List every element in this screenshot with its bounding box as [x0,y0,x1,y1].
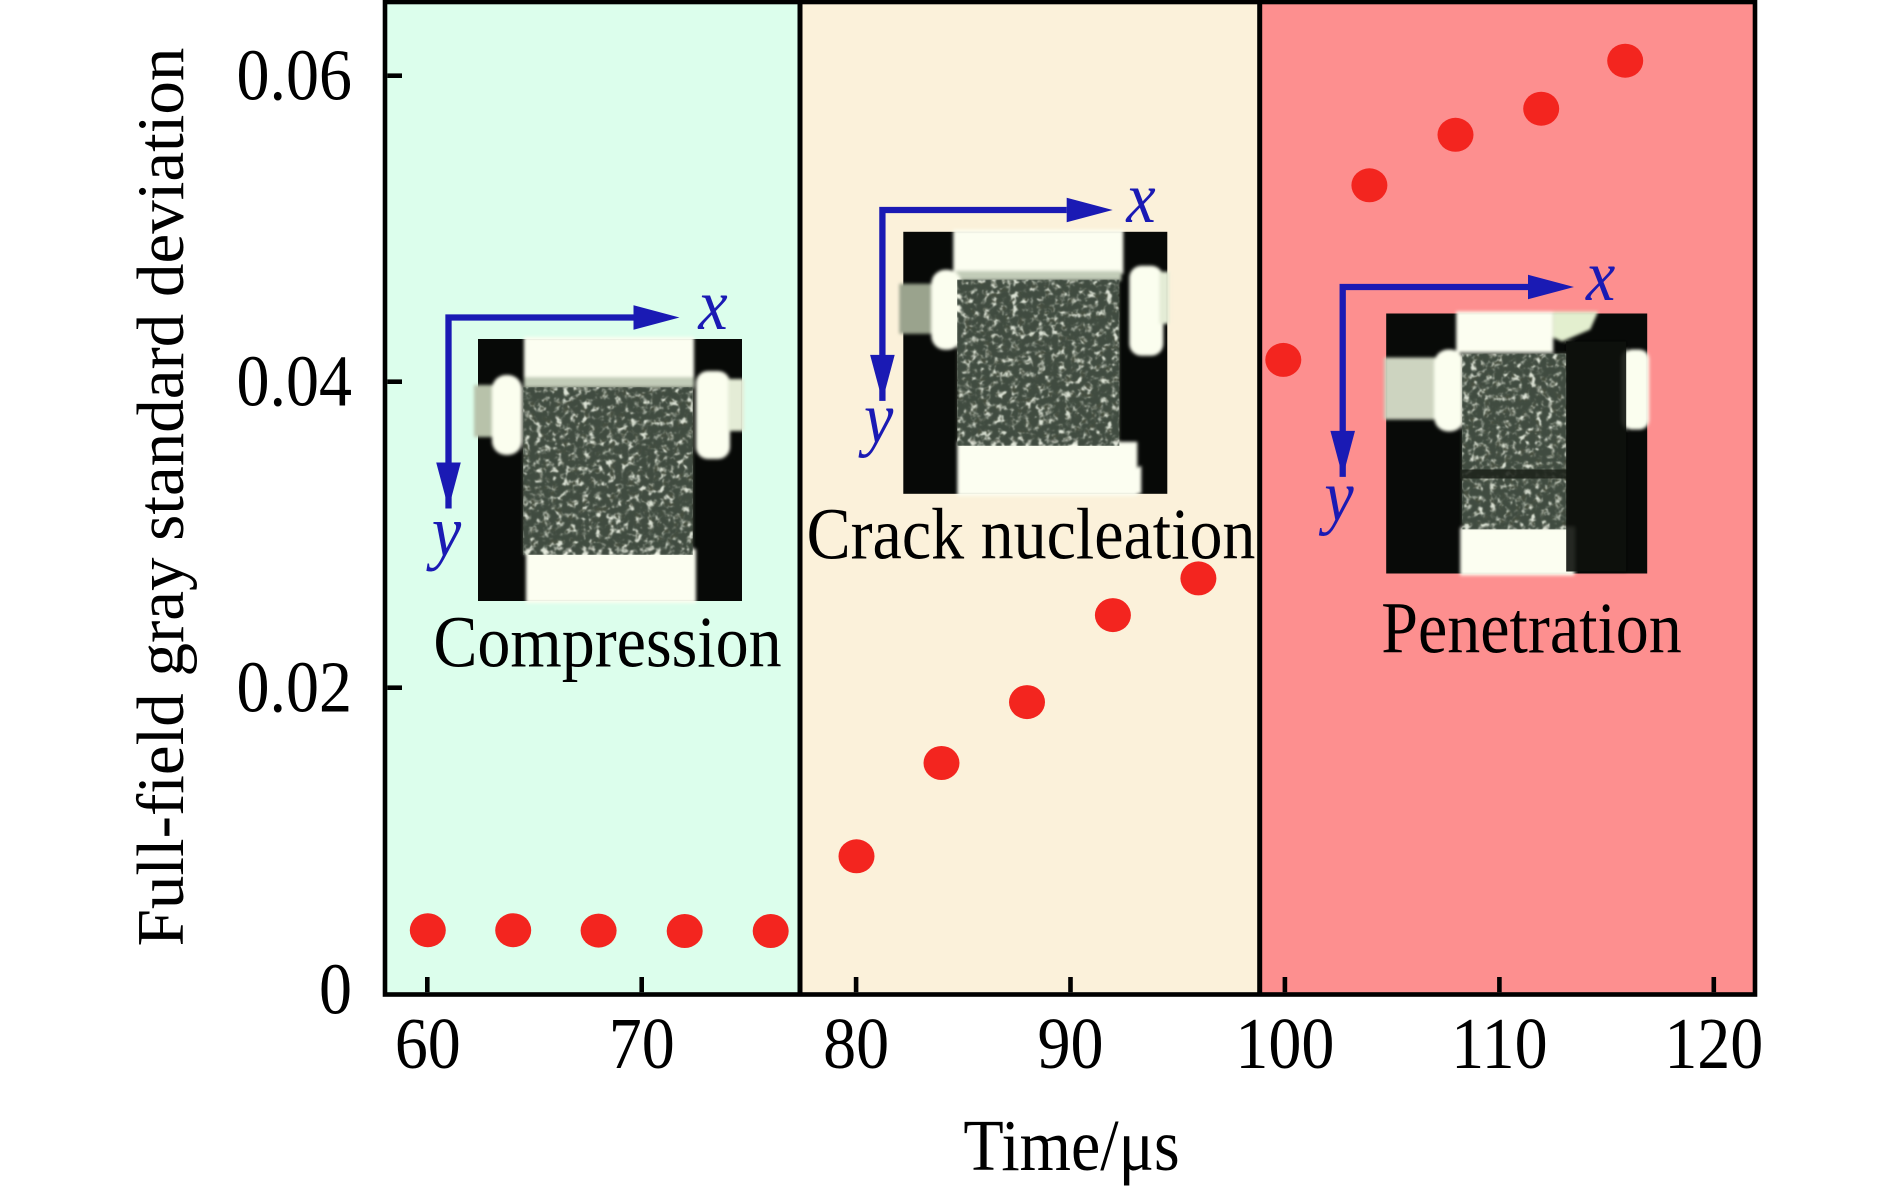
svg-text:x: x [697,265,727,346]
svg-text:x: x [1125,158,1155,239]
svg-text:0.02: 0.02 [237,648,352,729]
svg-text:y: y [858,379,893,460]
svg-text:80: 80 [823,1004,889,1085]
svg-text:y: y [1319,457,1354,538]
svg-text:Penetration: Penetration [1381,589,1682,670]
svg-text:60: 60 [395,1004,461,1085]
svg-text:0: 0 [319,950,352,1031]
svg-text:70: 70 [609,1004,675,1085]
svg-text:0.06: 0.06 [237,36,352,117]
svg-text:90: 90 [1038,1004,1104,1085]
svg-text:x: x [1585,236,1615,317]
svg-text:Compression: Compression [433,602,781,683]
svg-text:Full-field gray standard devia: Full-field gray standard deviation [124,48,198,947]
svg-text:100: 100 [1235,1004,1334,1085]
svg-text:0.04: 0.04 [237,342,352,423]
svg-text:110: 110 [1451,1004,1548,1085]
svg-text:Crack nucleation: Crack nucleation [807,495,1256,576]
svg-text:Time/μs: Time/μs [963,1106,1179,1187]
svg-text:120: 120 [1664,1004,1763,1085]
svg-text:y: y [426,492,461,573]
